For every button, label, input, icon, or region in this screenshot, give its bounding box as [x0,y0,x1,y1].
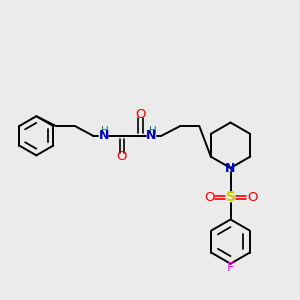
Text: O: O [116,150,127,164]
Text: O: O [135,108,146,121]
Text: H: H [101,126,109,136]
Text: N: N [98,129,109,142]
Text: H: H [149,126,156,136]
Text: O: O [247,191,257,204]
Text: N: N [225,161,236,175]
Text: N: N [146,129,156,142]
Text: O: O [204,191,214,204]
Text: F: F [227,261,234,274]
Text: S: S [226,190,236,204]
